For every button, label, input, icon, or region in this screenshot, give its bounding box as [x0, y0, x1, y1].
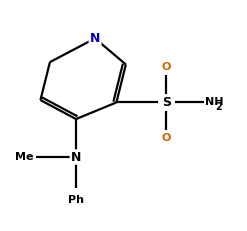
- Text: O: O: [162, 133, 171, 143]
- Text: N: N: [90, 32, 100, 45]
- Text: O: O: [162, 62, 171, 72]
- Text: 2: 2: [215, 102, 222, 112]
- Text: NH: NH: [205, 97, 224, 107]
- Text: Ph: Ph: [68, 195, 84, 205]
- Text: S: S: [162, 96, 171, 109]
- Text: Me: Me: [15, 152, 33, 162]
- Text: N: N: [71, 151, 81, 164]
